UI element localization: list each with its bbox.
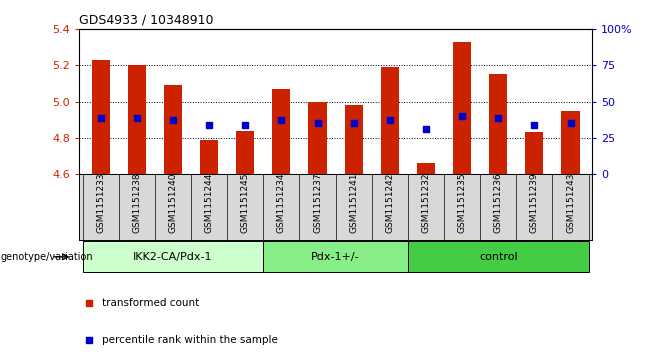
- Point: [493, 115, 503, 121]
- Bar: [417, 163, 435, 174]
- Point: [565, 121, 576, 126]
- Point: [84, 300, 95, 306]
- Point: [84, 337, 95, 343]
- Point: [276, 117, 287, 123]
- Point: [420, 126, 431, 132]
- Bar: [489, 74, 507, 174]
- FancyBboxPatch shape: [82, 241, 263, 272]
- Point: [384, 117, 395, 123]
- FancyBboxPatch shape: [263, 241, 408, 272]
- Bar: [525, 132, 544, 174]
- Bar: [345, 105, 363, 174]
- Point: [529, 122, 540, 128]
- Point: [132, 115, 142, 121]
- Bar: [200, 140, 218, 174]
- Bar: [236, 131, 254, 174]
- Point: [313, 121, 323, 126]
- Point: [240, 122, 251, 128]
- Point: [348, 121, 359, 126]
- Point: [457, 113, 467, 119]
- Point: [95, 115, 106, 121]
- Text: percentile rank within the sample: percentile rank within the sample: [102, 335, 278, 345]
- Text: Pdx-1+/-: Pdx-1+/-: [311, 252, 360, 262]
- Bar: [561, 111, 580, 174]
- Bar: [381, 67, 399, 174]
- Text: genotype/variation: genotype/variation: [1, 252, 93, 262]
- Text: control: control: [479, 252, 518, 262]
- Bar: [453, 42, 471, 174]
- Bar: [309, 102, 326, 174]
- Bar: [91, 60, 110, 174]
- Point: [168, 117, 178, 123]
- FancyBboxPatch shape: [408, 241, 589, 272]
- Bar: [272, 89, 290, 174]
- Text: transformed count: transformed count: [102, 298, 199, 308]
- Bar: [164, 85, 182, 174]
- Point: [204, 122, 215, 128]
- Text: GDS4933 / 10348910: GDS4933 / 10348910: [79, 13, 213, 26]
- Bar: [128, 65, 146, 174]
- Text: IKK2-CA/Pdx-1: IKK2-CA/Pdx-1: [133, 252, 213, 262]
